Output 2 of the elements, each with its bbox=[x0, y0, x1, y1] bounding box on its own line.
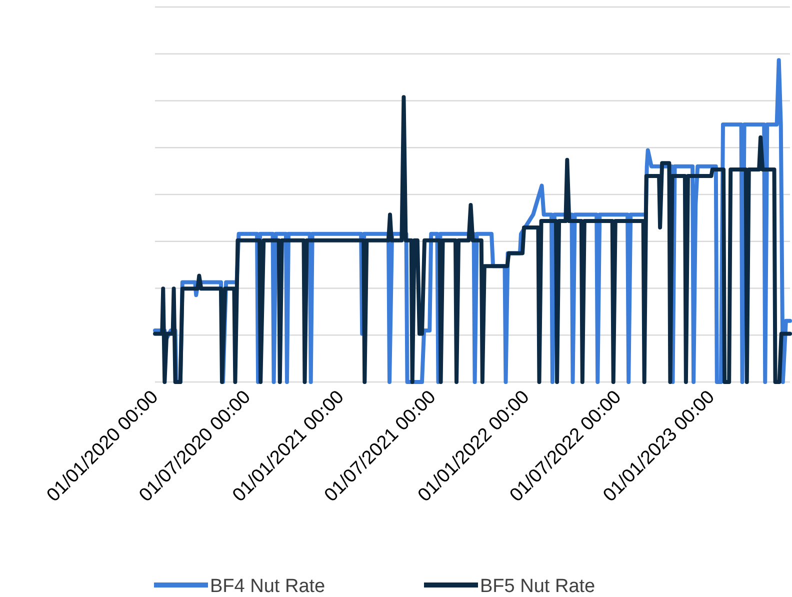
legend-label: BF4 Nut Rate bbox=[210, 576, 326, 597]
legend-label: BF5 Nut Rate bbox=[480, 576, 596, 597]
